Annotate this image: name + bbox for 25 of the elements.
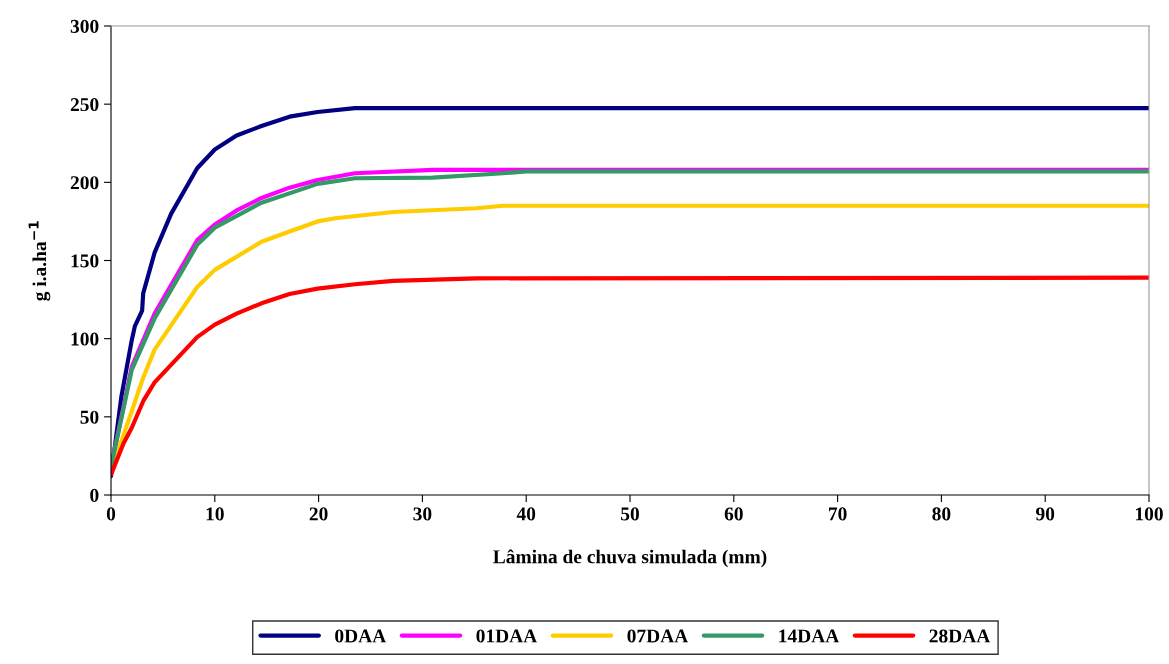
x-tick-label: 0 (106, 507, 116, 521)
x-tick-label: 10 (206, 507, 224, 521)
y-tick-label: 150 (71, 254, 99, 268)
x-tick-label: 60 (724, 507, 743, 521)
y-tick-label: 200 (70, 176, 99, 190)
legend-label: 0DAA (335, 629, 387, 643)
y-tick-label: 100 (71, 332, 99, 346)
x-tick-label: 100 (1135, 507, 1163, 521)
x-tick-label: 30 (413, 507, 432, 521)
legend-label: 14DAA (779, 629, 840, 643)
y-tick-label: 0 (90, 488, 99, 502)
x-axis-title: Lâmina de chuva simulada (mm) (493, 549, 767, 568)
x-tick-label: 20 (309, 507, 328, 521)
x-tick-label: 40 (516, 507, 536, 521)
y-tick-label: 300 (70, 19, 99, 33)
x-tick-label: 50 (621, 507, 639, 521)
y-axis-title: g i.a.ha$^{−1}$ (28, 221, 51, 301)
x-tick-label: 90 (1036, 507, 1055, 521)
y-tick-label: 250 (70, 97, 99, 112)
legend-label: 01DAA (476, 629, 538, 643)
x-tick-label: 70 (828, 507, 847, 521)
legend-label: 28DAA (929, 629, 991, 643)
legend-label: 07DAA (627, 629, 689, 643)
y-tick-label: 50 (80, 410, 99, 424)
x-tick-label: 80 (932, 507, 951, 521)
